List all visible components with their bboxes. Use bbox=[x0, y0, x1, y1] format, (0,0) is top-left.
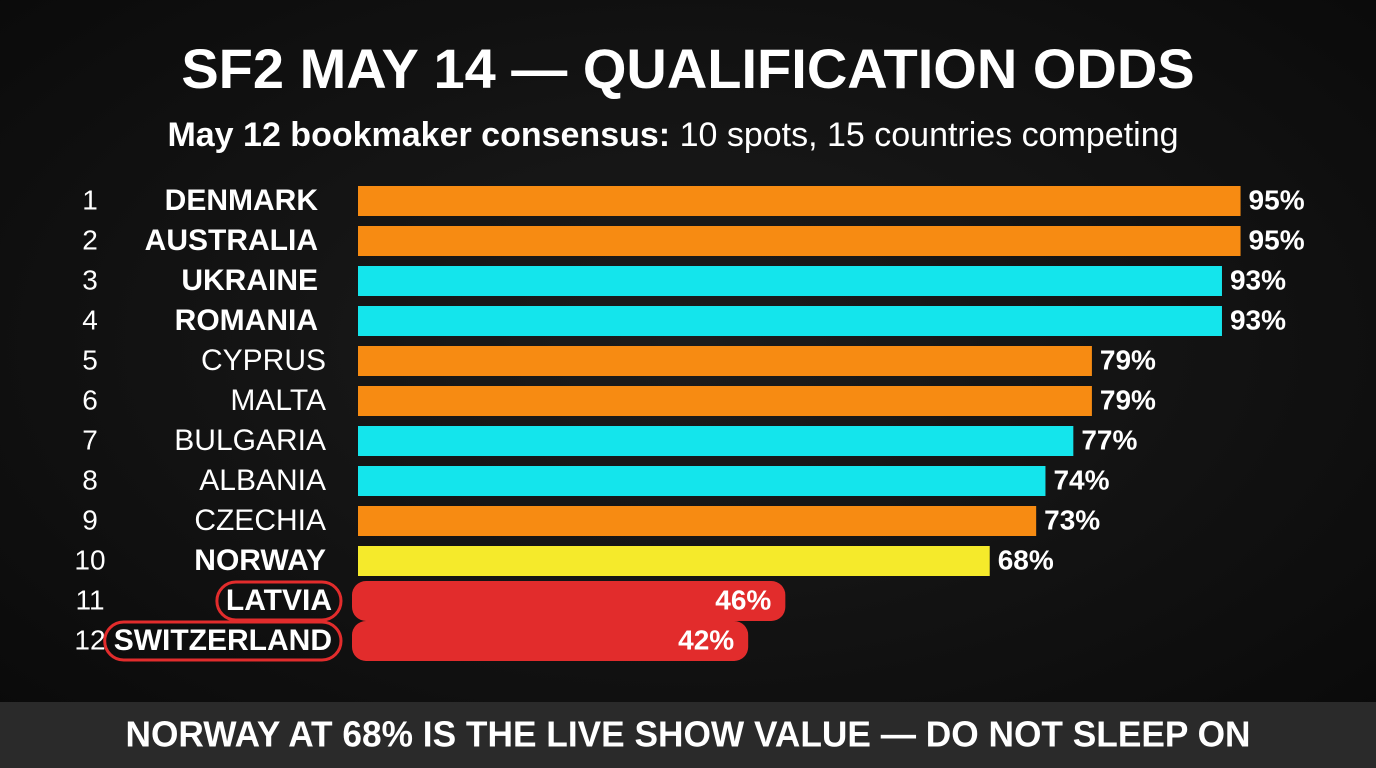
chart-title: SF2 MAY 14 — QUALIFICATION ODDS bbox=[181, 37, 1194, 100]
country-name: ALBANIA bbox=[199, 464, 326, 497]
value-label: 95% bbox=[1249, 224, 1305, 255]
value-label: 93% bbox=[1230, 264, 1286, 295]
bar bbox=[358, 386, 1092, 416]
rank: 10 bbox=[74, 544, 105, 575]
value-label: 95% bbox=[1249, 184, 1305, 215]
country-name: BULGARIA bbox=[174, 424, 326, 457]
subtitle-rest: 10 spots, 15 countries competing bbox=[680, 116, 1179, 154]
country-name: DENMARK bbox=[165, 184, 319, 217]
value-label: 79% bbox=[1100, 384, 1156, 415]
bar bbox=[352, 621, 749, 661]
value-label: 79% bbox=[1100, 344, 1156, 375]
rank: 3 bbox=[82, 264, 98, 295]
bar bbox=[352, 581, 786, 621]
country-name: CZECHIA bbox=[194, 504, 326, 537]
rank: 6 bbox=[82, 384, 98, 415]
value-label: 68% bbox=[998, 544, 1054, 575]
bar bbox=[358, 186, 1241, 216]
rank: 1 bbox=[82, 184, 98, 215]
rank: 7 bbox=[82, 424, 98, 455]
rank: 9 bbox=[82, 504, 98, 535]
rank: 8 bbox=[82, 464, 98, 495]
rank: 4 bbox=[82, 304, 98, 335]
footer-band bbox=[0, 702, 1376, 768]
country-name: UKRAINE bbox=[181, 264, 318, 297]
value-label: 77% bbox=[1081, 424, 1137, 455]
value-label: 46% bbox=[715, 584, 771, 615]
name-circle bbox=[103, 620, 343, 662]
subtitle: May 12 bookmaker consensus: 10 spots, 15… bbox=[167, 116, 1178, 154]
country-name: CYPRUS bbox=[201, 344, 326, 377]
rank: 12 bbox=[74, 624, 105, 655]
footer: NORWAY AT 68% IS THE LIVE SHOW VALUE — D… bbox=[126, 714, 1251, 755]
bar bbox=[358, 546, 990, 576]
rank: 2 bbox=[82, 224, 98, 255]
bar bbox=[358, 306, 1222, 336]
country-name: ROMANIA bbox=[175, 304, 318, 337]
value-label: 93% bbox=[1230, 304, 1286, 335]
country-name: NORWAY bbox=[194, 544, 326, 577]
bar bbox=[358, 506, 1037, 536]
bar bbox=[358, 466, 1046, 496]
value-label: 42% bbox=[678, 624, 734, 655]
subtitle-lead: May 12 bookmaker consensus: bbox=[167, 116, 670, 154]
rank: 11 bbox=[75, 584, 104, 615]
bar bbox=[358, 346, 1092, 376]
value-label: 74% bbox=[1053, 464, 1109, 495]
rank: 5 bbox=[82, 344, 98, 375]
bar bbox=[358, 226, 1241, 256]
bar bbox=[358, 426, 1074, 456]
name-circle bbox=[215, 580, 343, 622]
country-name: AUSTRALIA bbox=[145, 224, 318, 257]
bar bbox=[358, 266, 1222, 296]
rows: 1 DENMARK 95% 2 AUSTRALIA 95% 3 UKRAINE 93% 4 ROMA… bbox=[74, 184, 1305, 662]
country-name: LATVIA bbox=[226, 584, 332, 617]
country-name: SWITZERLAND bbox=[114, 624, 332, 657]
country-name: MALTA bbox=[230, 384, 326, 417]
value-label: 73% bbox=[1044, 504, 1100, 535]
